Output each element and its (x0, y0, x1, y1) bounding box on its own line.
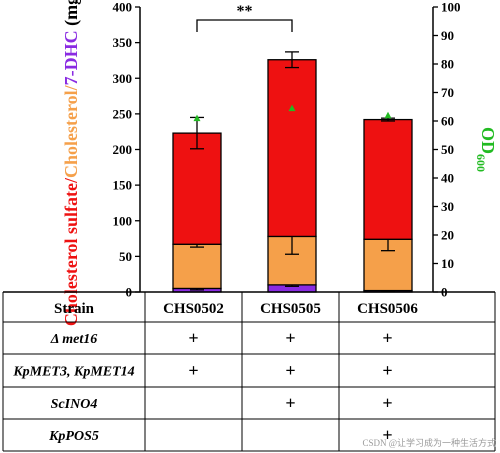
y2-axis-title-main: OD (478, 127, 498, 154)
table-row-label: ScINO4 (51, 397, 98, 412)
right-tick-label: 40 (441, 171, 454, 186)
right-tick-label: 10 (441, 256, 454, 271)
left-tick-label: 150 (113, 178, 133, 193)
table-mark: + (382, 328, 392, 348)
od600-point (193, 114, 201, 122)
table-header-strain: Strain (54, 301, 95, 317)
table-mark: + (285, 328, 295, 348)
od600-point (384, 111, 392, 119)
category-label: CHS0502 (163, 301, 224, 317)
left-tick-label: 300 (113, 71, 133, 86)
table-mark: + (188, 328, 198, 348)
y-axis-title-part: Cholesterol sulfate/ (61, 177, 81, 326)
right-tick-label: 20 (441, 228, 454, 243)
table-row-label: Δ met16 (50, 332, 98, 347)
left-tick-label: 50 (119, 249, 132, 264)
table-row-label: KpMET3, KpMET14 (12, 365, 134, 380)
left-tick-label: 250 (113, 106, 133, 121)
significance-label: ** (237, 3, 253, 20)
y-axis-title-part: (mg/L) (61, 0, 82, 30)
table-mark: + (285, 361, 295, 381)
right-tick-label: 80 (441, 57, 454, 72)
table-mark: + (188, 361, 198, 381)
left-tick-label: 200 (113, 142, 133, 157)
y2-axis-title: OD600 (474, 127, 498, 172)
bar-segment (363, 118, 413, 240)
strain-table: Strain CHS0502 CHS0505 CHS0506 Δ met16 + + + KpM… (2, 291, 496, 452)
table-mark: + (382, 393, 392, 413)
right-tick-label: 70 (441, 85, 454, 100)
bar-segment (172, 132, 222, 245)
bar-segment (172, 243, 222, 290)
y2-axis-title-subscript: 600 (474, 154, 488, 172)
table-mark: + (285, 393, 295, 413)
right-tick-label: 30 (441, 199, 454, 214)
stacked-bar-chart: 0501001502002503003504000102030405060708… (61, 0, 498, 326)
right-tick-label: 100 (441, 0, 461, 15)
y-axis-title: Cholesterol sulfate/Cholesterol/7-DHC (m… (61, 0, 82, 326)
category-label: CHS0506 (357, 301, 418, 317)
right-tick-label: 50 (441, 142, 454, 157)
left-tick-label: 400 (113, 0, 133, 15)
bar-segment (267, 59, 317, 238)
left-tick-label: 100 (113, 213, 133, 228)
table-mark: + (382, 425, 392, 445)
table-row-label: KpPOS5 (48, 429, 99, 444)
significance-bracket (196, 19, 293, 32)
right-tick-label: 90 (441, 28, 454, 43)
y-axis-title-part: Cholesterol/ (61, 84, 81, 178)
right-tick-label: 60 (441, 114, 454, 129)
left-tick-label: 350 (113, 35, 133, 50)
watermark: CSDN @让学习成为一种生活方式 (362, 437, 496, 448)
table-mark: + (382, 361, 392, 381)
od600-point (288, 104, 296, 112)
category-label: CHS0505 (260, 301, 321, 317)
y-axis-title-part: 7-DHC (61, 30, 81, 85)
